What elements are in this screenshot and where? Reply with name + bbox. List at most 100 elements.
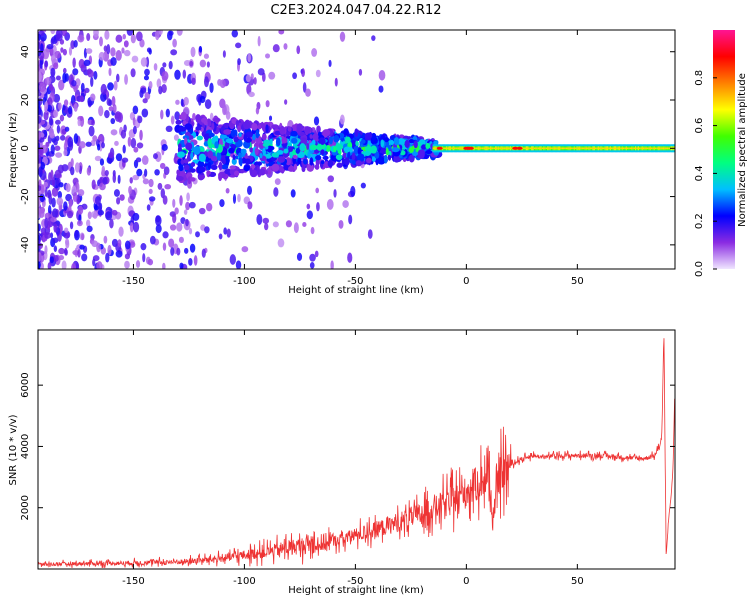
spectrogram-cell <box>115 50 122 61</box>
spectrogram-ridge-core <box>612 147 615 150</box>
spectrogram-cell <box>265 124 269 133</box>
spectrogram-cell <box>119 194 125 201</box>
spectrogram-cell <box>393 137 400 146</box>
spectrogram-ridge-core <box>500 147 503 150</box>
spectrogram-cell <box>343 128 349 136</box>
spectrogram-cell <box>112 173 117 184</box>
spectrogram-ridge-core <box>501 147 504 150</box>
spectrogram-cell <box>124 260 130 269</box>
spectrogram-panel: -150 -100 -50 0 50 -40 -20 0 20 40 Height of str… <box>8 29 676 296</box>
spectrogram-cell <box>87 69 94 78</box>
spectrogram-cell <box>111 209 118 216</box>
spectrogram-cell <box>400 150 406 156</box>
spectrogram-cell <box>269 138 273 145</box>
spectrogram-cell <box>288 146 294 153</box>
spectrogram-ridge-core <box>583 147 585 150</box>
spectrogram-cell <box>61 30 67 37</box>
spectrogram-cell <box>239 157 243 167</box>
spectrogram-cell <box>168 30 174 36</box>
spectrogram-y-tick-label: -20 <box>20 188 31 204</box>
spectrogram-cell <box>50 169 54 180</box>
spectrogram-cell <box>38 223 41 232</box>
spectrogram-cell <box>190 46 196 58</box>
spectrogram-ridge-core <box>489 147 492 150</box>
spectrogram-ridge-core <box>571 147 573 150</box>
spectrogram-cell <box>235 120 240 126</box>
spectrogram-cell <box>68 46 73 56</box>
spectrogram-ridge-core <box>453 147 456 150</box>
colorbar: 0.0 0.2 0.4 0.6 0.8 Normalized spectral ampl… <box>694 30 748 277</box>
colorbar-label: Normalized spectral amplitude <box>737 73 748 227</box>
spectrogram-cell <box>56 124 61 134</box>
spectrogram-cell <box>91 119 95 126</box>
spectrogram-cell <box>327 159 334 168</box>
spectrogram-ridge-core <box>432 147 435 150</box>
spectrogram-cell <box>40 43 44 54</box>
spectrogram-cell <box>114 112 121 119</box>
spectrogram-cell <box>97 143 101 151</box>
spectrogram-peak <box>436 146 443 150</box>
spectrogram-cell <box>38 71 42 83</box>
spectrogram-cell <box>90 93 96 102</box>
spectrogram-cell <box>216 151 222 161</box>
spectrogram-cell <box>255 129 260 139</box>
spectrogram-cell <box>102 177 108 185</box>
spectrogram-cell <box>59 114 65 122</box>
spectrogram-cell <box>121 157 129 163</box>
spectrogram-cell <box>332 146 337 153</box>
spectrogram-cell <box>73 103 78 112</box>
spectrogram-cell <box>53 109 59 118</box>
spectrogram-cell <box>258 168 266 176</box>
spectrogram-x-tick-label: -100 <box>233 276 256 287</box>
spectrogram-cell <box>225 188 230 194</box>
spectrogram-cell <box>221 158 226 165</box>
spectrogram-cell <box>344 136 351 144</box>
spectrogram-cell <box>129 177 133 184</box>
spectrogram-cell <box>38 91 42 97</box>
spectrogram-cell <box>252 133 256 141</box>
spectrogram-cell <box>141 155 149 166</box>
spectrogram-cell <box>124 253 131 260</box>
spectrogram-cell <box>53 223 58 233</box>
spectrogram-ridge-core <box>664 147 667 150</box>
spectrogram-cell <box>40 262 45 269</box>
spectrogram-cell <box>179 195 183 206</box>
spectrogram-cell <box>269 115 273 121</box>
spectrogram-cell <box>75 78 81 87</box>
spectrogram-cell <box>94 155 102 162</box>
spectrogram-ridge-core <box>588 147 591 150</box>
spectrogram-ridge-core <box>487 147 489 150</box>
spectrogram-cell <box>257 124 262 130</box>
spectrogram-ridge-core <box>535 147 537 150</box>
spectrogram-cell <box>100 83 107 95</box>
spectrogram-cell <box>178 236 184 244</box>
spectrogram-cell <box>53 93 61 103</box>
spectrogram-cell <box>189 60 194 67</box>
spectrogram-ridge-core <box>499 147 501 150</box>
spectrogram-cell <box>50 144 55 155</box>
spectrogram-cell <box>180 111 187 121</box>
spectrogram-cell <box>255 106 260 115</box>
spectrogram-cell <box>204 99 212 110</box>
spectrogram-cell <box>51 197 56 208</box>
spectrogram-cell <box>327 175 335 183</box>
spectrogram-cell <box>130 68 136 78</box>
spectrogram-cell <box>74 162 80 173</box>
spectrogram-cell <box>38 33 42 41</box>
spectrogram-cell <box>165 108 170 118</box>
spectrogram-cell <box>48 116 53 126</box>
spectrogram-ridge-core <box>597 147 600 150</box>
spectrogram-cell <box>115 250 123 258</box>
colorbar-tick-label: 0.4 <box>694 165 705 181</box>
spectrogram-ridge-core <box>448 147 451 150</box>
spectrogram-ridge-core <box>660 147 663 150</box>
spectrogram-cell <box>269 134 273 139</box>
spectrogram-x-tick-label: -50 <box>347 276 363 287</box>
snr-marks <box>38 338 675 569</box>
spectrogram-cell <box>189 168 196 173</box>
spectrogram-cell <box>237 58 241 66</box>
spectrogram-ridge-core <box>508 147 511 150</box>
spectrogram-cell <box>86 166 91 176</box>
spectrogram-ridge-core <box>608 147 611 150</box>
spectrogram-cell <box>121 47 125 54</box>
